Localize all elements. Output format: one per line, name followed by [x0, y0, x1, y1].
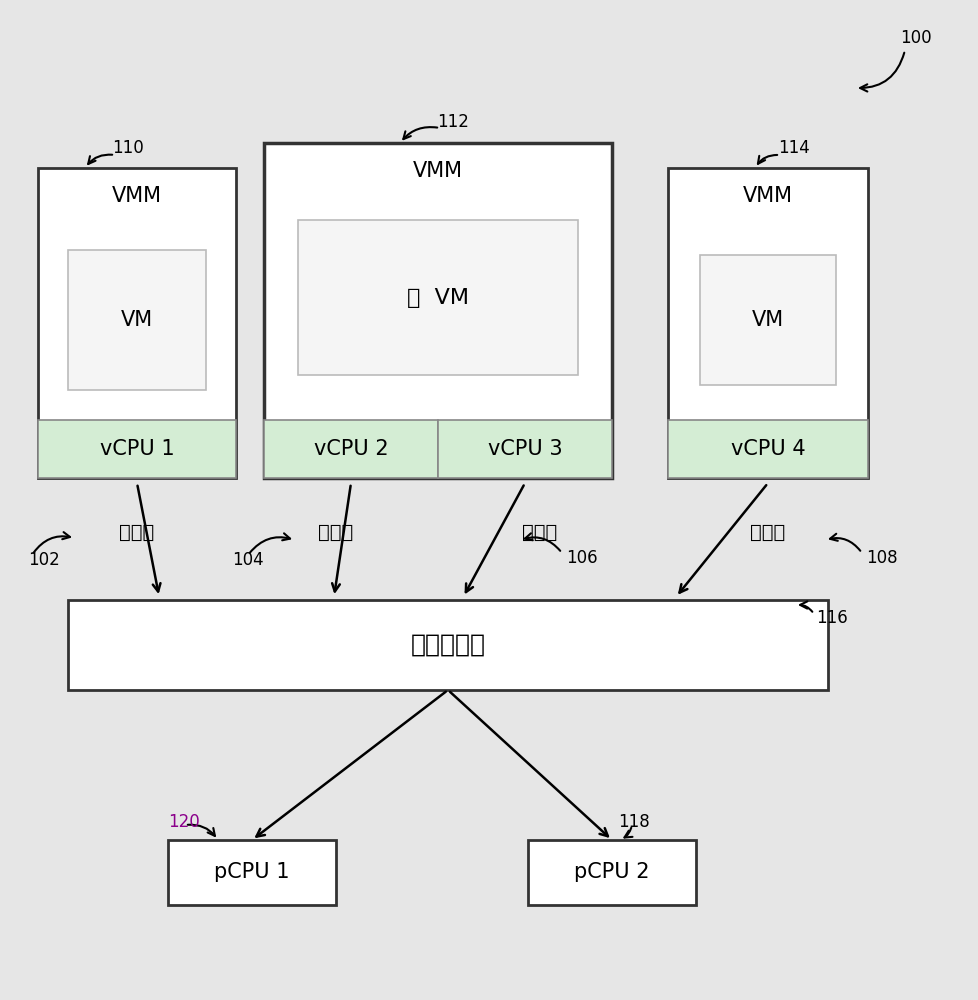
Bar — [297, 220, 577, 375]
Text: 102: 102 — [28, 551, 60, 569]
Text: VMM: VMM — [742, 186, 792, 206]
Text: VMM: VMM — [413, 161, 463, 181]
Text: 116: 116 — [816, 609, 847, 627]
Bar — [264, 420, 437, 478]
Text: 106: 106 — [565, 549, 597, 567]
Bar — [168, 840, 335, 905]
Bar — [437, 420, 611, 478]
Text: pCPU 2: pCPU 2 — [574, 862, 649, 882]
Text: 旁观者: 旁观者 — [119, 522, 155, 542]
Bar — [67, 600, 827, 690]
Bar — [67, 250, 205, 390]
Text: VM: VM — [121, 310, 153, 330]
Text: 虚拟机内核: 虚拟机内核 — [410, 633, 485, 657]
Bar — [667, 420, 867, 478]
Text: 110: 110 — [111, 139, 144, 157]
Text: 100: 100 — [899, 29, 931, 47]
Text: vCPU 4: vCPU 4 — [730, 439, 805, 459]
Text: vCPU 1: vCPU 1 — [100, 439, 174, 459]
Text: 受害者: 受害者 — [749, 522, 784, 542]
Text: 118: 118 — [617, 813, 649, 831]
Bar — [699, 255, 835, 385]
Text: vCPU 3: vCPU 3 — [487, 439, 561, 459]
Bar — [38, 420, 236, 478]
Text: 攻击者: 攻击者 — [522, 522, 557, 542]
Text: 112: 112 — [436, 113, 468, 131]
Bar — [527, 840, 695, 905]
Text: 114: 114 — [778, 139, 809, 157]
Text: 双  VM: 双 VM — [407, 288, 468, 308]
Text: pCPU 1: pCPU 1 — [214, 862, 289, 882]
Text: VM: VM — [751, 310, 783, 330]
Text: 同谋者: 同谋者 — [318, 522, 353, 542]
Text: VMM: VMM — [111, 186, 161, 206]
Text: 120: 120 — [168, 813, 200, 831]
Bar — [264, 143, 611, 478]
Bar — [667, 168, 867, 478]
Text: vCPU 2: vCPU 2 — [313, 439, 388, 459]
Text: 104: 104 — [232, 551, 263, 569]
Text: 108: 108 — [866, 549, 897, 567]
Bar — [38, 168, 236, 478]
